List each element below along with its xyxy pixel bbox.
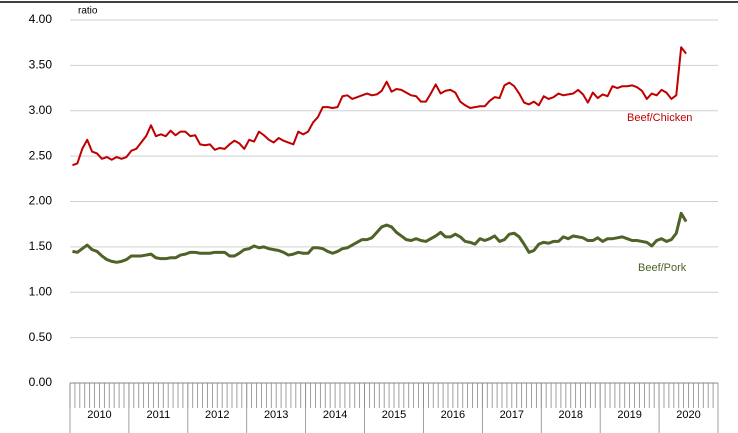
year-label: 2017	[500, 409, 524, 421]
y-tick-label: 4.00	[29, 12, 53, 26]
series-line	[72, 211, 688, 264]
year-label: 2015	[382, 409, 406, 421]
y-tick-label: 2.50	[29, 148, 53, 162]
year-label: 2020	[676, 409, 700, 421]
y-tick-label: 3.50	[29, 58, 53, 72]
series-label: Beef/Chicken	[627, 112, 692, 124]
year-label: 2019	[617, 409, 641, 421]
y-tick-label: 0.00	[29, 375, 53, 389]
year-label: 2014	[323, 409, 347, 421]
y-tick-label: 3.00	[29, 103, 53, 117]
year-label: 2016	[441, 409, 465, 421]
year-label: 2013	[264, 409, 288, 421]
y-tick-label: 0.50	[29, 330, 53, 344]
series-label: Beef/Pork	[638, 262, 687, 274]
y-tick-label: 1.50	[29, 239, 53, 253]
series-line	[72, 46, 687, 167]
year-label: 2011	[147, 409, 171, 421]
year-label: 2018	[558, 409, 582, 421]
y-axis-label: ratio	[78, 6, 98, 17]
y-tick-label: 1.00	[29, 284, 53, 298]
year-label: 2012	[205, 409, 229, 421]
year-label: 2010	[87, 409, 111, 421]
y-tick-label: 2.00	[29, 194, 53, 208]
